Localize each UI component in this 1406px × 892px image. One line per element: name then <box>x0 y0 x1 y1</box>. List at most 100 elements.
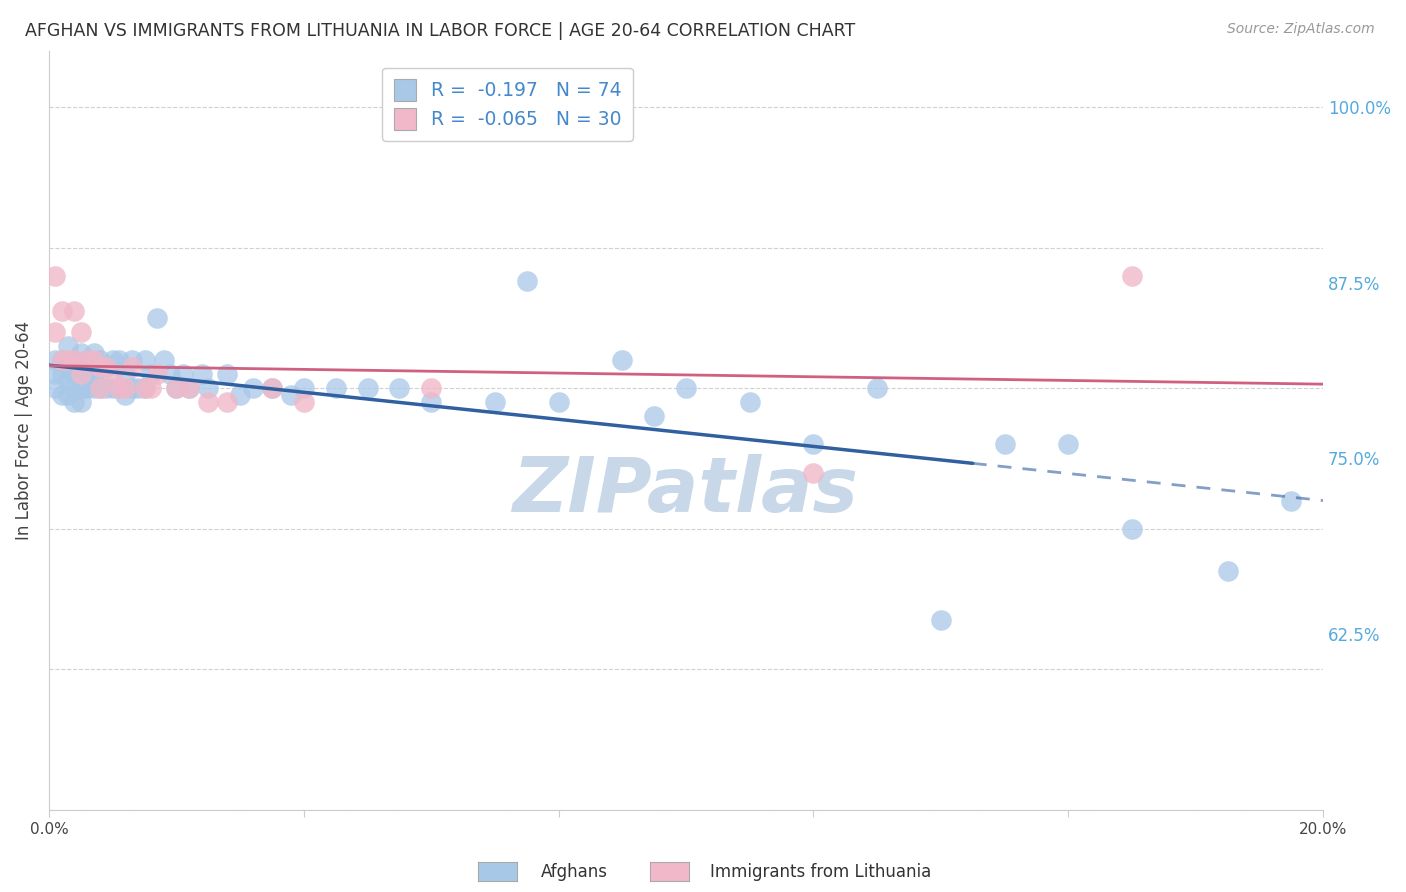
Point <box>197 395 219 409</box>
Text: ZIPatlas: ZIPatlas <box>513 454 859 528</box>
Text: Immigrants from Lithuania: Immigrants from Lithuania <box>710 863 931 881</box>
Point <box>260 381 283 395</box>
Point <box>803 466 825 480</box>
Point <box>76 353 98 368</box>
Point <box>146 367 169 381</box>
Point <box>197 381 219 395</box>
Point <box>121 353 143 368</box>
Point <box>217 367 239 381</box>
Point <box>1057 437 1080 451</box>
Point <box>191 367 214 381</box>
Point <box>108 353 131 368</box>
Point <box>612 353 634 368</box>
Point <box>420 395 443 409</box>
Point <box>121 360 143 375</box>
Point <box>165 381 187 395</box>
Point <box>738 395 761 409</box>
Point <box>63 367 86 381</box>
Point <box>1121 522 1143 536</box>
Point <box>121 381 143 395</box>
Point <box>108 381 131 395</box>
Point <box>1279 493 1302 508</box>
Point <box>56 353 79 368</box>
Point <box>292 381 315 395</box>
Point <box>866 381 889 395</box>
Point <box>229 388 252 402</box>
Point <box>44 367 66 381</box>
Point <box>69 367 91 381</box>
Point <box>69 325 91 339</box>
Point <box>96 360 118 375</box>
Text: AFGHAN VS IMMIGRANTS FROM LITHUANIA IN LABOR FORCE | AGE 20-64 CORRELATION CHART: AFGHAN VS IMMIGRANTS FROM LITHUANIA IN L… <box>25 22 856 40</box>
Point <box>44 353 66 368</box>
Point <box>292 395 315 409</box>
Point <box>643 409 665 424</box>
Point <box>516 274 538 288</box>
Point <box>89 353 111 368</box>
Point <box>114 388 136 402</box>
Y-axis label: In Labor Force | Age 20-64: In Labor Force | Age 20-64 <box>15 321 32 540</box>
Point <box>69 395 91 409</box>
Point <box>127 381 149 395</box>
Point <box>114 381 136 395</box>
Point <box>217 395 239 409</box>
Point <box>44 325 66 339</box>
Point <box>51 388 73 402</box>
Point <box>89 381 111 395</box>
Point <box>76 381 98 395</box>
Point <box>83 381 105 395</box>
Point <box>388 381 411 395</box>
Point <box>56 388 79 402</box>
Point <box>101 381 124 395</box>
Point <box>56 374 79 388</box>
Point <box>56 339 79 353</box>
Point <box>134 381 156 395</box>
Point <box>51 353 73 368</box>
Text: Afghans: Afghans <box>541 863 609 881</box>
Point <box>83 367 105 381</box>
Point <box>547 395 569 409</box>
Point <box>63 381 86 395</box>
Point <box>242 381 264 395</box>
Point <box>56 360 79 375</box>
Point <box>146 310 169 325</box>
Point <box>260 381 283 395</box>
Point <box>165 381 187 395</box>
Point <box>139 381 162 395</box>
Point <box>101 353 124 368</box>
Point <box>172 367 194 381</box>
Point <box>420 381 443 395</box>
Point <box>51 367 73 381</box>
Point <box>803 437 825 451</box>
Point <box>484 395 506 409</box>
Point <box>108 381 131 395</box>
Point <box>139 367 162 381</box>
Point <box>69 367 91 381</box>
Point <box>929 613 952 627</box>
Point <box>63 353 86 368</box>
Point <box>89 367 111 381</box>
Point <box>83 353 105 368</box>
Point <box>51 303 73 318</box>
Point <box>994 437 1017 451</box>
Point <box>179 381 201 395</box>
Point <box>1216 564 1239 578</box>
Point <box>83 346 105 360</box>
Point <box>44 381 66 395</box>
Point <box>51 353 73 368</box>
Point <box>96 381 118 395</box>
Point <box>1121 268 1143 283</box>
Point <box>114 367 136 381</box>
Point <box>89 381 111 395</box>
Point <box>63 395 86 409</box>
Point <box>96 360 118 375</box>
Point <box>76 367 98 381</box>
Point <box>179 381 201 395</box>
Point <box>325 381 347 395</box>
Point <box>44 268 66 283</box>
Point <box>280 388 302 402</box>
Point <box>69 346 91 360</box>
Point <box>675 381 697 395</box>
Point <box>69 381 91 395</box>
Point <box>356 381 378 395</box>
